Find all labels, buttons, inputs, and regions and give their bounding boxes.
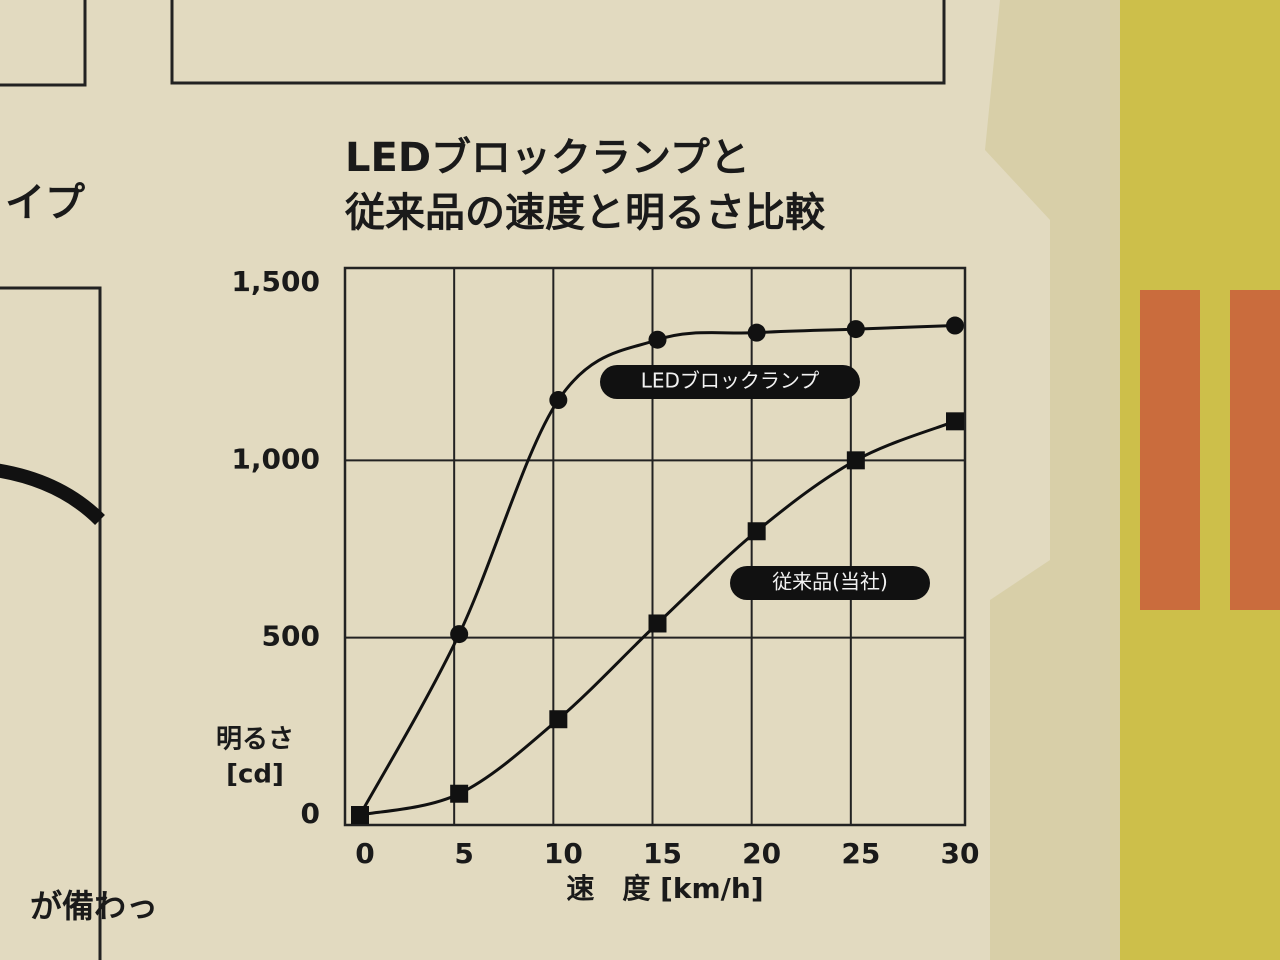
x-tick-label: 25	[841, 837, 880, 870]
point	[648, 330, 667, 349]
y-tick-label: 1,500	[231, 265, 320, 298]
legend-pill	[600, 365, 860, 399]
x-axis-label: 速 度 [km/h]	[566, 872, 763, 905]
legend-label: LEDブロックランプ	[641, 369, 820, 393]
point	[846, 451, 865, 470]
point	[946, 412, 964, 431]
point	[549, 391, 568, 410]
frame	[0, 0, 87, 87]
point	[747, 323, 766, 342]
y-axis-label: [cd]	[226, 760, 284, 790]
x-tick-label: 5	[454, 837, 473, 870]
background-red	[1140, 290, 1200, 610]
point	[946, 316, 964, 335]
side-text: イプ	[5, 180, 85, 226]
y-tick-label: 1,000	[231, 442, 320, 475]
point	[450, 625, 469, 644]
y-tick-label: 0	[301, 797, 320, 830]
chart-title: LEDブロックランプと	[345, 135, 750, 181]
legend-pill	[730, 566, 930, 600]
point	[549, 710, 568, 729]
side-text: が備わっ	[30, 887, 158, 925]
x-tick-label: 20	[742, 837, 781, 870]
frame	[0, 286, 102, 960]
sheet-edge	[985, 0, 1120, 960]
plot-area	[343, 266, 967, 827]
tire	[0, 463, 105, 526]
legend-label: 従来品(当社)	[772, 570, 888, 594]
x-tick-label: 30	[941, 837, 980, 870]
y-tick-label: 500	[262, 620, 320, 653]
frame	[170, 0, 946, 85]
x-tick-label: 15	[643, 837, 682, 870]
y-axis-label: 明るさ	[216, 725, 294, 755]
point	[450, 784, 469, 803]
x-tick-label: 10	[544, 837, 583, 870]
point	[846, 320, 865, 339]
point	[351, 806, 369, 824]
background-red	[1230, 290, 1280, 610]
series-line	[358, 324, 956, 816]
point	[747, 522, 766, 541]
point	[648, 614, 667, 633]
chart-title: 従来品の速度と明るさ比較	[344, 190, 826, 236]
x-tick-label: 0	[355, 837, 374, 870]
